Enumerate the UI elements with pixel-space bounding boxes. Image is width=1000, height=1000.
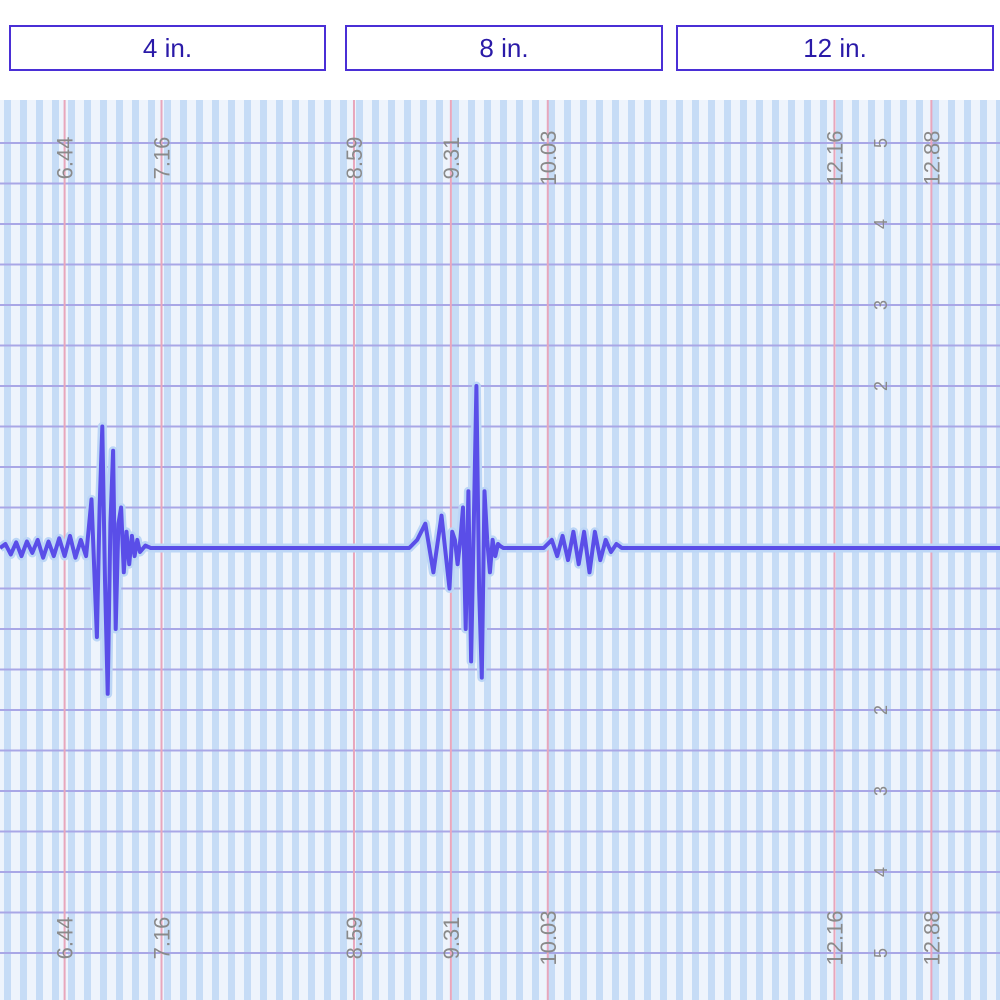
x-tick-label: 6.44 bbox=[53, 137, 78, 180]
y-tick-label: 5 bbox=[871, 948, 891, 958]
waveform-chart: 6.44 7.16 8.59 9.31 10.03 12.16 12.88 6.44 7.16… bbox=[0, 100, 1000, 1000]
x-tick-label: 10.03 bbox=[536, 910, 561, 965]
y-tick-label: 5 bbox=[871, 138, 891, 148]
segment-label-12in[interactable]: 12 in. bbox=[676, 25, 994, 71]
x-tick-label: 8.59 bbox=[342, 917, 367, 960]
y-tick-label: 3 bbox=[871, 786, 891, 796]
grid-stripe bbox=[420, 100, 427, 1000]
y-tick-label: 3 bbox=[871, 300, 891, 310]
segment-label-bar: 4 in. 8 in. 12 in. bbox=[0, 0, 1000, 100]
segment-label-4in[interactable]: 4 in. bbox=[9, 25, 326, 71]
x-tick-label: 9.31 bbox=[439, 137, 464, 180]
x-tick-label: 12.16 bbox=[822, 910, 847, 965]
horizontal-grid bbox=[0, 142, 1000, 954]
x-tick-label: 12.16 bbox=[822, 130, 847, 185]
x-tick-label: 9.31 bbox=[439, 917, 464, 960]
x-tick-label: 8.59 bbox=[342, 137, 367, 180]
y-tick-label: 2 bbox=[871, 381, 891, 391]
x-tick-label: 7.16 bbox=[150, 917, 175, 960]
x-tick-label: 7.16 bbox=[150, 137, 175, 180]
y-tick-label: 4 bbox=[871, 867, 891, 877]
x-tick-label: 12.88 bbox=[919, 910, 944, 965]
waveform-trace bbox=[0, 381, 1000, 699]
waveform-line bbox=[0, 384, 1000, 696]
y-tick-label: 2 bbox=[871, 705, 891, 715]
x-tick-label: 12.88 bbox=[919, 130, 944, 185]
segment-label-8in[interactable]: 8 in. bbox=[345, 25, 663, 71]
x-tick-labels-top: 6.44 7.16 8.59 9.31 10.03 12.16 12.88 bbox=[53, 130, 945, 185]
x-tick-label: 6.44 bbox=[53, 917, 78, 960]
y-tick-label: 4 bbox=[871, 219, 891, 229]
x-tick-label: 10.03 bbox=[536, 130, 561, 185]
y-tick-labels: 5 4 3 2 2 3 4 5 bbox=[871, 138, 891, 958]
x-tick-labels-bottom: 6.44 7.16 8.59 9.31 10.03 12.16 12.88 bbox=[53, 910, 945, 965]
